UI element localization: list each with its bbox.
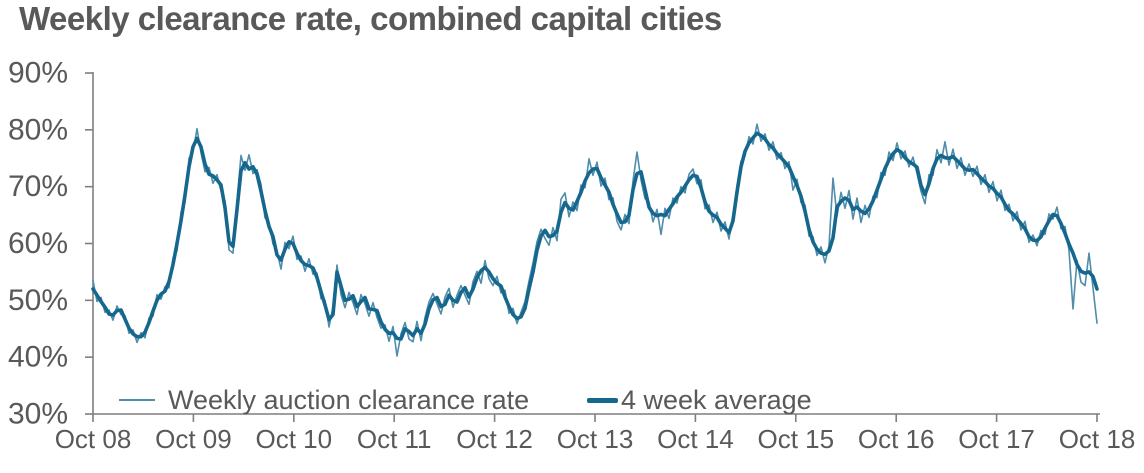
x-tick-label: Oct 09 [155,424,232,454]
x-tick-label: Oct 08 [55,424,132,454]
x-tick-label: Oct 13 [557,424,634,454]
x-tick-label: Oct 11 [357,424,432,454]
x-tick-label: Oct 17 [958,424,1035,454]
x-tick-label: Oct 15 [758,424,835,454]
legend-label-average: 4 week average [621,384,812,415]
legend-swatch-weekly-line [119,399,155,401]
legend-item-average: 4 week average [587,385,812,415]
legend-label-weekly: Weekly auction clearance rate [168,384,530,415]
four-week-average-line [91,131,1099,341]
y-tick-label: 70% [8,170,68,203]
legend-item-weekly: Weekly auction clearance rate [119,385,529,415]
y-tick-label: 80% [8,113,68,146]
y-tick-label: 40% [8,341,68,374]
y-tick-label: 50% [8,284,68,317]
y-tick-label: 90% [8,57,68,90]
y-tick-label: 60% [8,227,68,260]
x-tick-label: Oct 16 [858,424,935,454]
x-tick-label: Oct 10 [256,424,333,454]
x-tick-label: Oct 18 [1059,424,1136,454]
legend-swatch-average-line [587,397,618,403]
x-tick-label: Oct 12 [456,424,533,454]
x-tick-label: Oct 14 [657,424,734,454]
chart-title: Weekly clearance rate, combined capital … [19,0,722,37]
y-tick-label: 30% [8,398,68,431]
